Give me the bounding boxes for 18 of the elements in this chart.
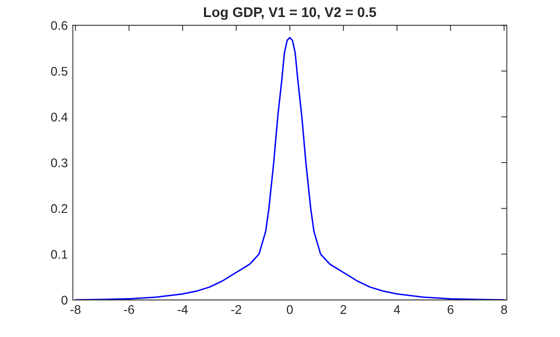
y-tick-label: 0.5 [51,66,68,76]
x-tick-label: -2 [231,305,242,314]
y-tick-label: 0.6 [51,21,68,30]
x-tick-label: 0 [286,305,293,314]
x-tick-label: -4 [178,305,188,314]
x-tick-label: 6 [448,305,454,314]
x-tick-label: 2 [340,305,346,314]
line-series [74,36,505,300]
x-tick-label: 8 [501,305,508,314]
y-tick-label: 0.3 [51,158,68,168]
x-tick-label: -6 [124,305,134,314]
x-tick-label: -8 [70,305,80,314]
y-tick-label: 0 [61,296,68,305]
y-tick-label: 0.1 [51,250,68,259]
y-tick-label: 0.4 [51,112,68,122]
x-tick-label: 4 [394,305,400,314]
chart-title: Log GDP, V1 = 10, V2 = 0.5 [204,7,376,20]
y-tick-label: 0.2 [51,204,68,214]
